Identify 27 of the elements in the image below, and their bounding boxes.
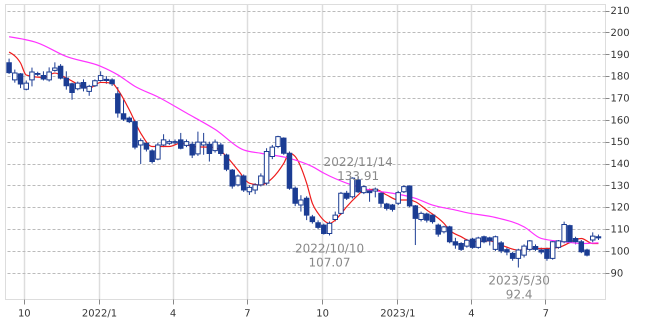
candlestick	[224, 153, 230, 172]
y-tick-label: 210	[610, 6, 630, 18]
x-tick-label: 10	[18, 308, 31, 320]
y-tick-label: 150	[610, 137, 630, 148]
x-tick-label: 4	[170, 308, 176, 320]
y-tick-label: 130	[610, 180, 630, 192]
x-tick-label: 2023/1	[380, 308, 416, 320]
x-tick-label: 7	[542, 308, 550, 320]
annotation: 2022/11/14 133.91	[324, 154, 393, 183]
candlestick	[332, 211, 338, 222]
y-tick-label: 90	[610, 268, 624, 280]
x-tick-label: 2022/1	[82, 308, 118, 320]
y-tick-label: 190	[610, 50, 630, 61]
candlestick	[395, 190, 401, 206]
y-tick-label: 180	[610, 72, 630, 83]
annotation: 2023/5/30 92.4	[488, 274, 550, 302]
y-tick-label: 170	[610, 93, 630, 104]
x-tick-label: 4	[468, 308, 475, 320]
y-tick-label: 110	[610, 224, 630, 236]
annotation: 2022/10/10 107.07	[294, 241, 364, 270]
y-tick-label: 200	[610, 28, 630, 39]
y-tick-label: 120	[610, 202, 630, 214]
y-tick-label: 140	[610, 159, 630, 170]
x-tick-label: 7	[244, 308, 251, 320]
y-tick-label: 160	[610, 115, 630, 126]
y-tick-label: 100	[610, 246, 630, 258]
x-tick-label: 10	[316, 308, 330, 320]
